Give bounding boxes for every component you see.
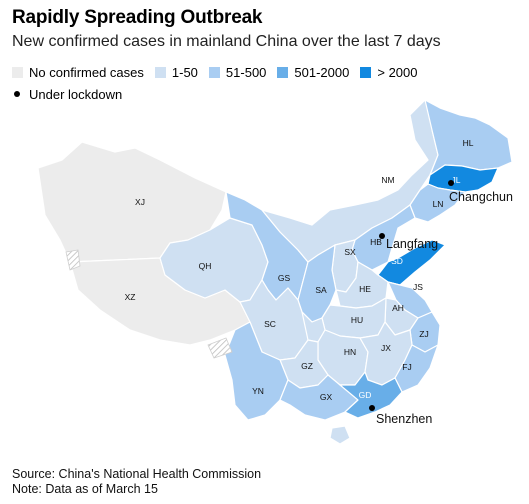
province-label-js: JS — [413, 282, 423, 292]
city-label-changchun: Changchun — [449, 190, 513, 204]
province-label-jl: JL — [452, 175, 461, 185]
province-label-zj: ZJ — [419, 329, 428, 339]
province-label-sx: SX — [344, 247, 356, 257]
legend-item-51-500: 51-500 — [208, 64, 267, 80]
lockdown-marker-langfang — [379, 233, 385, 239]
lockdown-marker-shenzhen — [369, 405, 375, 411]
footer: Source: China's National Health Commissi… — [12, 467, 261, 497]
province-label-ah: AH — [392, 303, 404, 313]
province-label-he: HE — [359, 284, 371, 294]
province-label-yn: YN — [252, 386, 264, 396]
legend-item-1-50: 1-50 — [154, 64, 198, 80]
disputed-region-south-tibet — [207, 337, 233, 359]
china-map: XJ XZ QH GS NM HL JL LN HB SX SD SA HE JS AH HU SC ZJ HN JX… — [37, 99, 513, 445]
province-label-hn: HN — [344, 347, 356, 357]
legend-swatch-1-50 — [154, 66, 166, 78]
province-label-gs: GS — [278, 273, 291, 283]
legend-label-501-2000: 501-2000 — [294, 64, 350, 80]
province-labels: XJ XZ QH GS NM HL JL LN HB SX SD SA HE JS AH HU SC ZJ HN JX… — [125, 138, 474, 402]
lockdown-cities: Changchun Langfang Shenzhen — [369, 180, 513, 426]
legend-swatch-none — [12, 66, 23, 78]
province-label-gz: GZ — [301, 361, 313, 371]
province-label-gx: GX — [320, 392, 333, 402]
disputed-region-aksai-chin — [65, 249, 81, 271]
legend-label-none: No confirmed cases — [29, 64, 144, 80]
province-label-sd: SD — [391, 256, 403, 266]
province-label-sa: SA — [315, 285, 327, 295]
legend: No confirmed cases 1-50 51-500 501-2000 … — [12, 64, 517, 108]
province-label-hu: HU — [351, 315, 363, 325]
legend-item-none: No confirmed cases — [12, 65, 144, 80]
legend-row-categories: No confirmed cases 1-50 51-500 501-2000 … — [12, 64, 517, 80]
province-label-hb: HB — [370, 237, 382, 247]
legend-label-51-500: 51-500 — [225, 64, 267, 80]
province-YN — [224, 321, 289, 421]
city-label-shenzhen: Shenzhen — [376, 412, 432, 426]
lockdown-dot-icon — [14, 91, 20, 97]
city-label-langfang: Langfang — [386, 237, 438, 251]
province-LN — [409, 183, 466, 223]
legend-item-501-2000: 501-2000 — [277, 65, 349, 80]
province-label-fj: FJ — [402, 362, 411, 372]
legend-label-over-2000: > 2000 — [377, 64, 418, 80]
province-label-sc: SC — [264, 319, 276, 329]
source-note: Source: China's National Health Commissi… — [12, 467, 262, 481]
legend-swatch-501-2000 — [277, 66, 289, 78]
legend-label-1-50: 1-50 — [171, 64, 198, 80]
legend-label-lockdown: Under lockdown — [29, 86, 123, 102]
province-label-xj: XJ — [135, 197, 145, 207]
province-HI — [329, 425, 351, 445]
province-GD — [339, 371, 403, 419]
legend-item-over-2000: > 2000 — [360, 65, 417, 80]
chart-subtitle: New confirmed cases in mainland China ov… — [12, 33, 441, 50]
data-date-note: Note: Data as of March 15 — [12, 482, 158, 496]
province-label-gd: GD — [359, 390, 372, 400]
legend-row-lockdown: Under lockdown — [12, 86, 517, 102]
province-label-ln: LN — [433, 199, 444, 209]
province-label-jx: JX — [381, 343, 391, 353]
province-label-xz: XZ — [125, 292, 136, 302]
legend-swatch-over-2000 — [360, 66, 372, 78]
province-label-hl: HL — [463, 138, 474, 148]
province-label-nm: NM — [381, 175, 394, 185]
province-label-qh: QH — [199, 261, 212, 271]
chart-title: Rapidly Spreading Outbreak — [12, 7, 263, 28]
legend-swatch-51-500 — [208, 66, 220, 78]
lockdown-marker-changchun — [448, 180, 454, 186]
